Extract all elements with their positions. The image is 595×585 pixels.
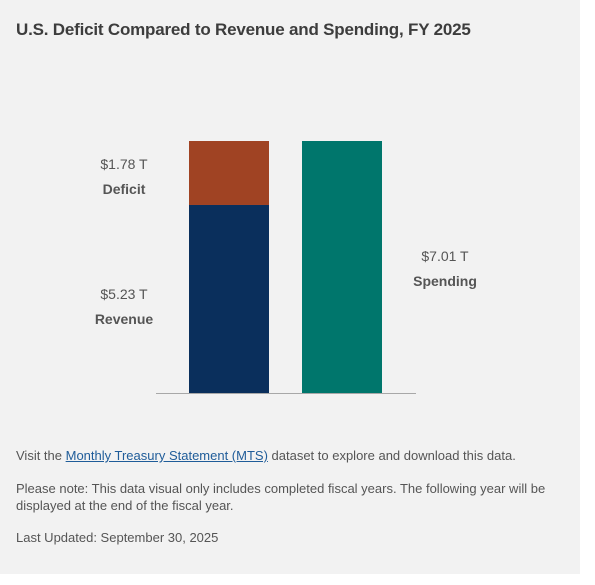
chart-panel: U.S. Deficit Compared to Revenue and Spe…	[0, 0, 580, 574]
last-updated: Last Updated: September 30, 2025	[16, 530, 219, 545]
deficit-category-label: Deficit	[103, 181, 146, 197]
bar-deficit	[189, 141, 269, 205]
spending-value-label: $7.01 T	[421, 248, 469, 264]
revenue-category-label: Revenue	[95, 311, 154, 327]
visit-prefix: Visit the	[16, 448, 66, 463]
bar-spending	[302, 141, 382, 393]
chart-title: U.S. Deficit Compared to Revenue and Spe…	[16, 20, 471, 39]
bar-revenue	[189, 204, 269, 393]
visit-note: Visit the Monthly Treasury Statement (MT…	[16, 447, 561, 464]
mts-dataset-link[interactable]: Monthly Treasury Statement (MTS)	[65, 448, 268, 463]
deficit-value-label: $1.78 T	[100, 156, 148, 172]
please-note: Please note: This data visual only inclu…	[16, 481, 546, 513]
visit-suffix: dataset to explore and download this dat…	[267, 448, 516, 463]
spending-category-label: Spending	[413, 273, 477, 289]
revenue-value-label: $5.23 T	[100, 286, 148, 302]
stacked-bar-chart: $1.78 T Deficit $5.23 T Revenue $7.01 T Spend…	[95, 141, 477, 394]
